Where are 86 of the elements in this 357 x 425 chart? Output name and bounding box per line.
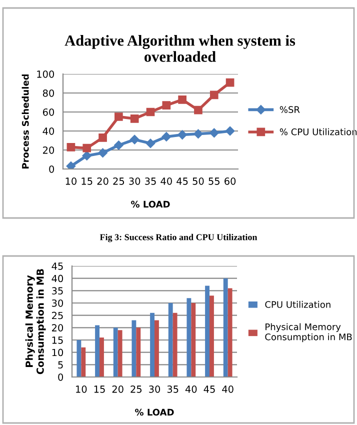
x-tick-label: 35 xyxy=(145,178,156,185)
point xyxy=(66,162,76,169)
chart-title: Adaptive Algorithm when system is overloaded xyxy=(64,35,296,62)
x-tick-label: 25 xyxy=(113,178,124,185)
y-tick-label: 0 xyxy=(49,165,54,173)
point xyxy=(114,112,123,121)
legend-label: Physical Memory Consumption in MB xyxy=(265,323,352,342)
bar xyxy=(168,303,173,377)
point xyxy=(162,101,171,110)
bar xyxy=(223,278,228,377)
x-tick-label: 40 xyxy=(185,386,197,393)
x-tick-label: 25 xyxy=(130,386,142,393)
y-tick-label: 80 xyxy=(42,89,54,97)
y-tick-label: 20 xyxy=(52,324,64,332)
y-tick-label: 25 xyxy=(52,312,63,320)
x-tick-label: 50 xyxy=(192,178,204,185)
point xyxy=(130,114,139,123)
point xyxy=(194,106,202,114)
y-tick-label: 10 xyxy=(52,348,64,356)
x-tick-label: 20 xyxy=(97,178,108,185)
point xyxy=(146,138,156,148)
bar xyxy=(113,328,118,377)
bar xyxy=(100,338,104,377)
bar xyxy=(154,320,159,377)
point xyxy=(66,142,76,152)
y-tick-label: 20 xyxy=(43,146,54,154)
y-tick-label: 30 xyxy=(52,299,64,307)
x-axis-title: % LOAD xyxy=(131,200,170,208)
bar xyxy=(205,286,210,377)
caption: Fig 3: Success Ratio and CPU Utilization xyxy=(100,234,258,242)
point xyxy=(178,130,187,140)
bar xyxy=(228,288,232,377)
x-tick-label: 35 xyxy=(167,386,178,393)
x-tick-label: 40 xyxy=(222,386,234,393)
bar xyxy=(172,312,178,377)
y-axis-title: Process Scheduled xyxy=(22,74,29,168)
x-tick-label: 60 xyxy=(224,178,236,185)
point xyxy=(114,140,124,150)
y-tick-label: 5 xyxy=(58,361,63,368)
x-tick-label: 45 xyxy=(204,386,215,393)
bar xyxy=(81,347,86,377)
point xyxy=(98,148,108,158)
point xyxy=(194,129,203,138)
y-tick-label: 40 xyxy=(52,274,64,282)
bar xyxy=(210,296,214,377)
y-tick-label: 15 xyxy=(52,336,63,344)
x-tick-label: 30 xyxy=(149,386,160,393)
bar xyxy=(132,320,136,377)
point xyxy=(130,134,140,144)
bar xyxy=(118,330,122,377)
point xyxy=(210,90,218,100)
y-axis-title: Physical Memory Consumption in MB xyxy=(25,269,46,374)
point xyxy=(210,128,219,138)
x-tick-label: 40 xyxy=(160,178,172,185)
bar xyxy=(136,328,141,377)
x-tick-label: 45 xyxy=(176,178,188,185)
y-tick-label: 0 xyxy=(58,373,64,381)
x-axis-title: % LOAD xyxy=(135,408,174,416)
x-tick-label: 10 xyxy=(76,386,87,393)
x-tick-label: 10 xyxy=(66,178,76,185)
point xyxy=(82,151,92,160)
point xyxy=(162,132,172,142)
x-tick-label: 15 xyxy=(82,178,92,185)
bar xyxy=(76,340,82,377)
point xyxy=(226,78,234,87)
y-tick-label: 45 xyxy=(52,262,63,270)
y-tick-label: 35 xyxy=(52,287,63,294)
y-tick-label: 40 xyxy=(42,127,54,135)
legend-label: %SR xyxy=(280,106,300,113)
x-tick-label: 30 xyxy=(129,178,140,185)
bar xyxy=(191,303,196,377)
legend-label: CPU Utilization xyxy=(265,300,330,308)
x-tick-label: 55 xyxy=(208,178,220,185)
bar xyxy=(95,325,100,377)
x-tick-label: 15 xyxy=(94,386,105,393)
point xyxy=(146,108,155,116)
point xyxy=(178,95,186,104)
x-tick-label: 20 xyxy=(112,386,124,393)
bar xyxy=(186,298,192,377)
bar xyxy=(150,312,154,377)
y-tick-label: 60 xyxy=(42,108,54,116)
point xyxy=(98,133,107,142)
point xyxy=(82,144,92,152)
y-tick-label: 100 xyxy=(37,70,54,78)
point xyxy=(225,126,235,136)
legend-label: % CPU Utilization xyxy=(280,128,357,136)
